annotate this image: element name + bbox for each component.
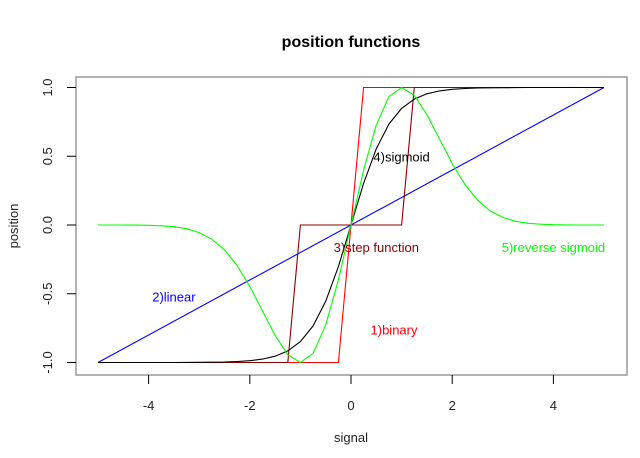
chart-title: position functions (282, 34, 421, 51)
y-tick-label: -1.0 (40, 351, 55, 373)
x-tick-label: -4 (143, 398, 155, 413)
x-tick-label: 0 (347, 398, 354, 413)
series-lines (97, 86, 605, 364)
y-tick-label: 0.0 (40, 216, 55, 234)
annotation-label: 5)reverse sigmoid (502, 240, 605, 255)
annotation-label: 3)step function (334, 240, 419, 255)
y-tick-label: 1.0 (40, 78, 55, 96)
y-tick-label: -0.5 (40, 283, 55, 305)
x-axis: -4 -2 0 2 4 (143, 375, 557, 413)
x-tick-label: -2 (244, 398, 256, 413)
y-axis-label: position (6, 204, 21, 249)
x-axis-label: signal (334, 430, 368, 445)
x-tick-label: 4 (550, 398, 557, 413)
x-tick-label: 2 (449, 398, 456, 413)
annotation-label: 1)binary (371, 323, 418, 338)
y-axis: -1.0 -0.5 0.0 0.5 1.0 (40, 78, 76, 374)
series-annotations: 1)binary 2)linear 3)step function 4)sigmoid… (152, 149, 605, 337)
annotation-label: 4)sigmoid (373, 149, 429, 164)
series-line-5 (98, 86, 604, 364)
y-tick-label: 0.5 (40, 147, 55, 165)
annotation-label: 2)linear (152, 290, 196, 305)
